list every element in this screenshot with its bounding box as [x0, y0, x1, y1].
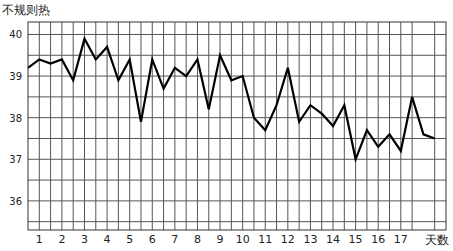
grid-line — [152, 22, 153, 230]
minor-grid-line — [118, 22, 119, 230]
minor-grid-line — [140, 22, 141, 230]
y-tick-label: 36 — [9, 196, 22, 207]
grid-line — [129, 22, 130, 230]
x-tick-label: 16 — [371, 233, 385, 246]
x-tick-label: 17 — [394, 233, 408, 246]
minor-grid-line — [321, 22, 322, 230]
x-tick-label: 7 — [171, 233, 178, 246]
x-tick-label: 11 — [258, 233, 272, 246]
x-tick-label: 13 — [303, 233, 317, 246]
y-tick-label: 39 — [9, 71, 22, 82]
x-tick-label: 2 — [58, 233, 65, 246]
y-tick-label: 37 — [9, 154, 22, 165]
grid-line — [197, 22, 198, 230]
minor-grid-line — [434, 22, 435, 230]
grid-line — [28, 117, 446, 118]
minor-grid-line — [28, 96, 446, 97]
grid-line — [28, 159, 446, 160]
chart: 36373839401234567891011121314151617天数不规则… — [0, 0, 453, 251]
minor-grid-line — [231, 22, 232, 230]
temperature-line — [28, 39, 435, 160]
grid — [28, 22, 446, 230]
grid-line — [28, 76, 446, 77]
x-tick-label: 15 — [349, 233, 363, 246]
grid-line — [242, 22, 243, 230]
plot-frame — [28, 22, 446, 230]
x-tick-label: 9 — [217, 233, 224, 246]
grid-line — [84, 22, 85, 230]
x-tick-label: 8 — [194, 233, 201, 246]
x-tick-label: 5 — [126, 233, 133, 246]
x-tick-label: 12 — [281, 233, 295, 246]
x-tick-label: 10 — [236, 233, 250, 246]
grid-line — [265, 22, 266, 230]
grid-line — [310, 22, 311, 230]
minor-grid-line — [95, 22, 96, 230]
grid-line — [28, 200, 446, 201]
grid-line — [107, 22, 108, 230]
grid-line — [400, 22, 401, 230]
minor-grid-line — [73, 22, 74, 230]
x-tick-label: 14 — [326, 233, 340, 246]
minor-grid-line — [276, 22, 277, 230]
minor-grid-line — [28, 180, 446, 181]
grid-line — [378, 22, 379, 230]
x-tick-label: 3 — [81, 233, 88, 246]
minor-grid-line — [412, 22, 413, 230]
chart-title: 不规则热 — [2, 3, 50, 17]
minor-grid-line — [28, 55, 446, 56]
chart-container: 36373839401234567891011121314151617天数不规则… — [0, 0, 453, 251]
x-tick-label: 4 — [104, 233, 111, 246]
minor-grid-line — [163, 22, 164, 230]
minor-grid-line — [299, 22, 300, 230]
minor-grid-line — [366, 22, 367, 230]
minor-grid-line — [50, 22, 51, 230]
minor-grid-line — [389, 22, 390, 230]
grid-line — [39, 22, 40, 230]
minor-grid-line — [344, 22, 345, 230]
grid-line — [28, 34, 446, 35]
grid-line — [355, 22, 356, 230]
grid-line — [61, 22, 62, 230]
minor-grid-line — [253, 22, 254, 230]
minor-grid-line — [28, 221, 446, 222]
x-tick-label: 6 — [149, 233, 156, 246]
grid-line — [174, 22, 175, 230]
x-tick-label: 1 — [36, 233, 43, 246]
data-layer — [28, 39, 435, 160]
minor-grid-line — [186, 22, 187, 230]
y-tick-label: 40 — [9, 29, 22, 40]
y-tick-label: 38 — [9, 113, 22, 124]
grid-line — [287, 22, 288, 230]
minor-grid-line — [208, 22, 209, 230]
x-axis-label: 天数 — [425, 233, 449, 247]
minor-grid-line — [28, 138, 446, 139]
